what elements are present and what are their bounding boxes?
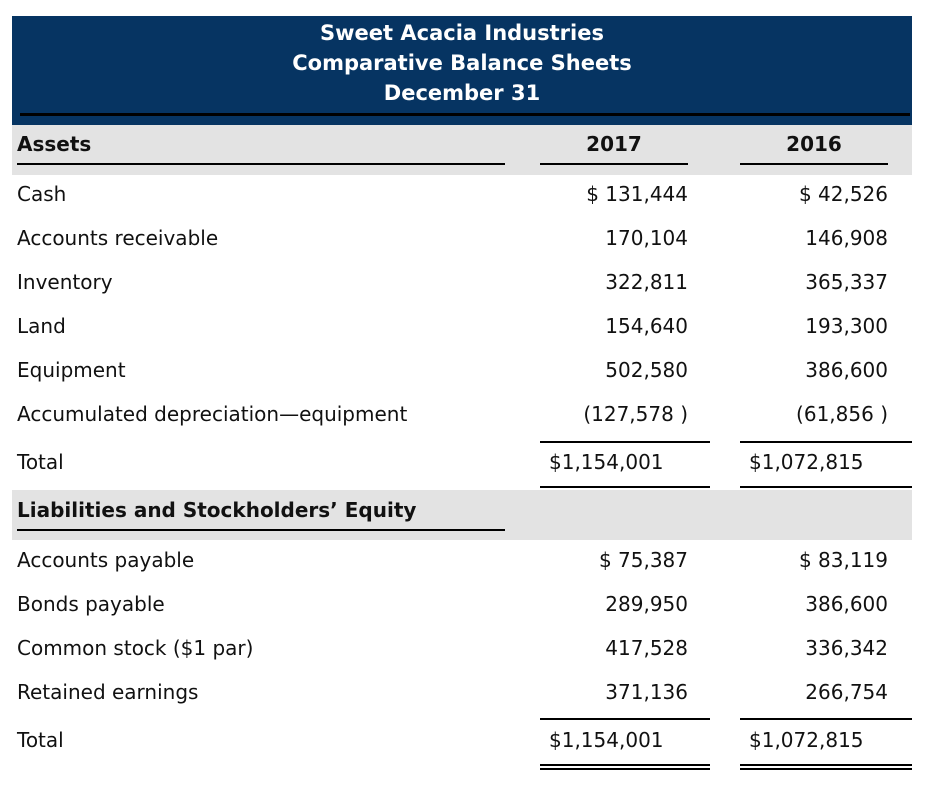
row-label: Accounts payable: [17, 548, 195, 572]
value-2016: $ 83,119: [798, 548, 888, 572]
column-2017: 2017: [586, 132, 642, 156]
assets-heading-underline: [17, 163, 505, 165]
value-2016: $ 42,526: [798, 182, 888, 206]
value-2017: 417,528: [605, 636, 688, 660]
assets-heading: Assets: [17, 132, 92, 156]
value-2016: (61,856 ): [796, 402, 888, 426]
column-2016: 2016: [786, 132, 842, 156]
col-2016-underline: [740, 163, 888, 165]
header-rule: [20, 113, 910, 116]
row-label: Inventory: [17, 270, 113, 294]
value-2017: 371,136: [605, 680, 688, 704]
double-rule-2017: [540, 764, 710, 770]
statement-date: December 31: [383, 81, 541, 105]
company-name: Sweet Acacia Industries: [320, 21, 604, 45]
subtotal-rule-2016: [740, 718, 912, 720]
total-2017: $1,154,001: [549, 450, 664, 474]
row-label: Cash: [17, 182, 67, 206]
value-2016: 193,300: [805, 314, 888, 338]
value-2016: 336,342: [805, 636, 888, 660]
liabilities-header-row: [12, 490, 912, 540]
liabilities-heading-underline: [17, 529, 505, 531]
liabilities-heading: Liabilities and Stockholders’ Equity: [17, 498, 417, 522]
value-2016: 266,754: [805, 680, 888, 704]
value-2017: (127,578 ): [583, 402, 688, 426]
assets-header-row: [12, 125, 912, 175]
row-label: Bonds payable: [17, 592, 165, 616]
row-label: Equipment: [17, 358, 126, 382]
statement-title: Comparative Balance Sheets: [292, 51, 632, 75]
total-2016: $1,072,815: [749, 728, 864, 752]
value-2017: 170,104: [605, 226, 688, 250]
value-2017: 322,811: [605, 270, 688, 294]
total-2017: $1,154,001: [549, 728, 664, 752]
value-2016: 386,600: [805, 592, 888, 616]
value-2017: 502,580: [605, 358, 688, 382]
total-2016: $1,072,815: [749, 450, 864, 474]
row-label: Common stock ($1 par): [17, 636, 254, 660]
row-label: Land: [17, 314, 66, 338]
subtotal-rule-2016: [740, 441, 912, 443]
value-2017: $ 131,444: [586, 182, 688, 206]
value-2016: 386,600: [805, 358, 888, 382]
value-2016: 365,337: [805, 270, 888, 294]
double-rule-2016: [740, 764, 912, 770]
subtotal-rule-2017: [540, 718, 710, 720]
value-2016: 146,908: [805, 226, 888, 250]
value-2017: 289,950: [605, 592, 688, 616]
total-label: Total: [17, 728, 64, 752]
total-label: Total: [17, 450, 64, 474]
value-2017: $ 75,387: [598, 548, 688, 572]
value-2017: 154,640: [605, 314, 688, 338]
row-label: Accounts receivable: [17, 226, 219, 250]
row-label: Retained earnings: [17, 680, 199, 704]
statement-header: Sweet Acacia Industries Comparative Bala…: [12, 16, 912, 125]
subtotal-rule-2017: [540, 441, 710, 443]
row-label: Accumulated depreciation—equipment: [17, 402, 408, 426]
col-2017-underline: [540, 163, 688, 165]
